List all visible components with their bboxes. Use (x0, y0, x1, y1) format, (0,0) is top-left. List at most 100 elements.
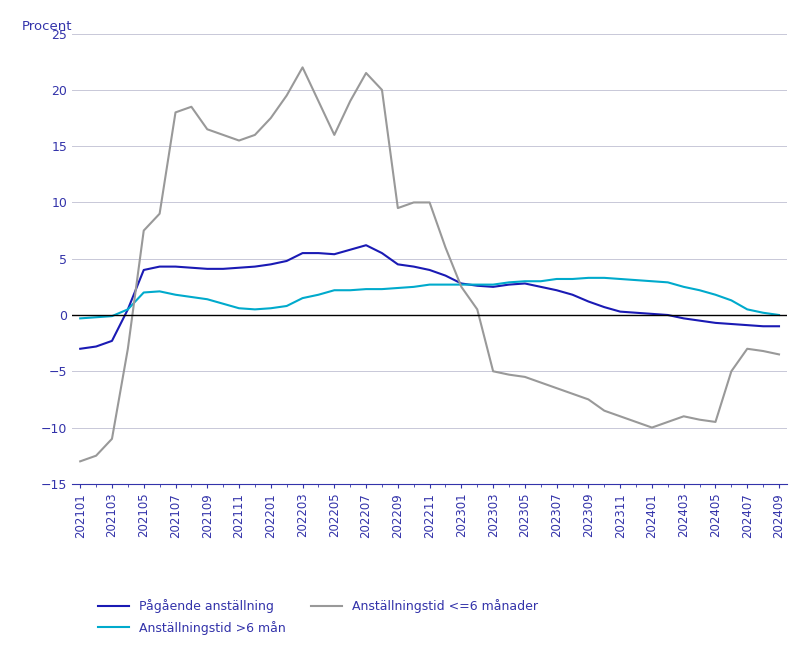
Anställningstid <=6 månader (91, 452, 101, 460)
Pågående anställning (614, 308, 624, 316)
Anställningstid <=6 månader (218, 131, 228, 139)
Anställningstid <=6 månader (488, 367, 497, 375)
Anställningstid >6 mån (345, 286, 354, 294)
Pågående anställning (298, 249, 307, 257)
Anställningstid <=6 månader (456, 283, 466, 291)
Anställningstid <=6 månader (757, 347, 767, 355)
Pågående anställning (742, 321, 751, 329)
Anställningstid >6 mån (202, 295, 212, 303)
Anställningstid <=6 månader (249, 131, 259, 139)
Anställningstid >6 mån (298, 294, 307, 302)
Pågående anställning (249, 263, 259, 271)
Anställningstid >6 mån (630, 276, 640, 284)
Pågående anställning (424, 266, 434, 274)
Anställningstid <=6 månader (139, 226, 148, 235)
Anställningstid >6 mån (377, 285, 387, 293)
Anställningstid <=6 månader (107, 435, 116, 443)
Anställningstid <=6 månader (599, 407, 609, 415)
Pågående anställning (551, 286, 561, 294)
Pågående anställning (520, 280, 529, 288)
Anställningstid <=6 månader (392, 204, 402, 212)
Anställningstid >6 mån (551, 275, 561, 283)
Pågående anställning (329, 250, 338, 258)
Anställningstid <=6 månader (314, 97, 323, 105)
Anställningstid >6 mån (456, 281, 466, 289)
Pågående anställning (345, 246, 354, 254)
Anställningstid >6 mån (282, 302, 291, 310)
Anställningstid >6 mån (440, 281, 450, 289)
Pågående anställning (472, 282, 481, 290)
Anställningstid >6 mån (472, 281, 481, 289)
Anställningstid <=6 månader (155, 210, 164, 218)
Text: Procent: Procent (22, 20, 73, 33)
Anställningstid >6 mån (234, 304, 244, 312)
Anställningstid <=6 månader (520, 373, 529, 381)
Anställningstid >6 mån (535, 277, 545, 285)
Anställningstid >6 mån (408, 283, 418, 291)
Anställningstid <=6 månader (440, 243, 450, 251)
Anställningstid <=6 månader (408, 198, 418, 206)
Pågående anställning (757, 322, 767, 330)
Anställningstid >6 mån (91, 313, 101, 321)
Anställningstid >6 mån (726, 296, 735, 304)
Pågående anställning (646, 310, 656, 318)
Anställningstid >6 mån (614, 275, 624, 283)
Anställningstid >6 mån (123, 305, 132, 313)
Anställningstid <=6 månader (186, 103, 196, 111)
Anställningstid <=6 månader (345, 97, 354, 105)
Pågående anställning (139, 266, 148, 274)
Anställningstid >6 mån (757, 308, 767, 317)
Anställningstid >6 mån (314, 291, 323, 299)
Line: Anställningstid <=6 månader: Anställningstid <=6 månader (80, 67, 778, 461)
Anställningstid <=6 månader (662, 418, 672, 426)
Anställningstid >6 mån (171, 291, 180, 299)
Anställningstid <=6 månader (583, 395, 593, 403)
Anställningstid >6 mån (155, 288, 164, 296)
Anställningstid <=6 månader (535, 378, 545, 386)
Anställningstid >6 mån (361, 285, 371, 293)
Pågående anställning (202, 265, 212, 273)
Pågående anställning (535, 283, 545, 291)
Pågående anställning (123, 305, 132, 313)
Anställningstid <=6 månader (123, 345, 132, 353)
Anställningstid <=6 månader (567, 390, 577, 398)
Pågående anställning (377, 249, 387, 257)
Anställningstid <=6 månader (202, 125, 212, 133)
Pågående anställning (726, 320, 735, 328)
Anställningstid <=6 månader (614, 413, 624, 421)
Pågående anställning (91, 343, 101, 351)
Anställningstid <=6 månader (424, 198, 434, 206)
Anställningstid >6 mån (249, 305, 259, 313)
Anställningstid <=6 månader (265, 114, 275, 122)
Anställningstid <=6 månader (710, 418, 719, 426)
Anställningstid >6 mån (107, 312, 116, 320)
Anställningstid >6 mån (710, 291, 719, 299)
Pågående anställning (107, 337, 116, 345)
Pågående anställning (218, 265, 228, 273)
Anställningstid <=6 månader (646, 423, 656, 431)
Pågående anställning (662, 311, 672, 319)
Anställningstid <=6 månader (75, 457, 85, 465)
Anställningstid <=6 månader (742, 345, 751, 353)
Legend: Pågående anställning, Anställningstid >6 mån, Anställningstid <=6 månader: Pågående anställning, Anställningstid >6… (93, 594, 542, 640)
Pågående anställning (488, 283, 497, 291)
Anställningstid >6 mån (392, 284, 402, 292)
Anställningstid <=6 månader (377, 86, 387, 94)
Anställningstid >6 mån (567, 275, 577, 283)
Anställningstid >6 mån (599, 274, 609, 282)
Pågående anställning (773, 322, 783, 330)
Pågående anställning (282, 257, 291, 265)
Pågående anställning (155, 263, 164, 271)
Pågående anställning (186, 263, 196, 271)
Anställningstid >6 mån (329, 286, 338, 294)
Pågående anställning (171, 263, 180, 271)
Line: Pågående anställning: Pågående anställning (80, 245, 778, 349)
Anställningstid <=6 månader (504, 371, 513, 379)
Pågående anställning (504, 281, 513, 289)
Anställningstid >6 mån (504, 278, 513, 286)
Pågående anställning (408, 263, 418, 271)
Anställningstid >6 mån (678, 283, 687, 291)
Anställningstid >6 mån (218, 300, 228, 308)
Anställningstid >6 mån (424, 281, 434, 289)
Anställningstid >6 mån (742, 305, 751, 313)
